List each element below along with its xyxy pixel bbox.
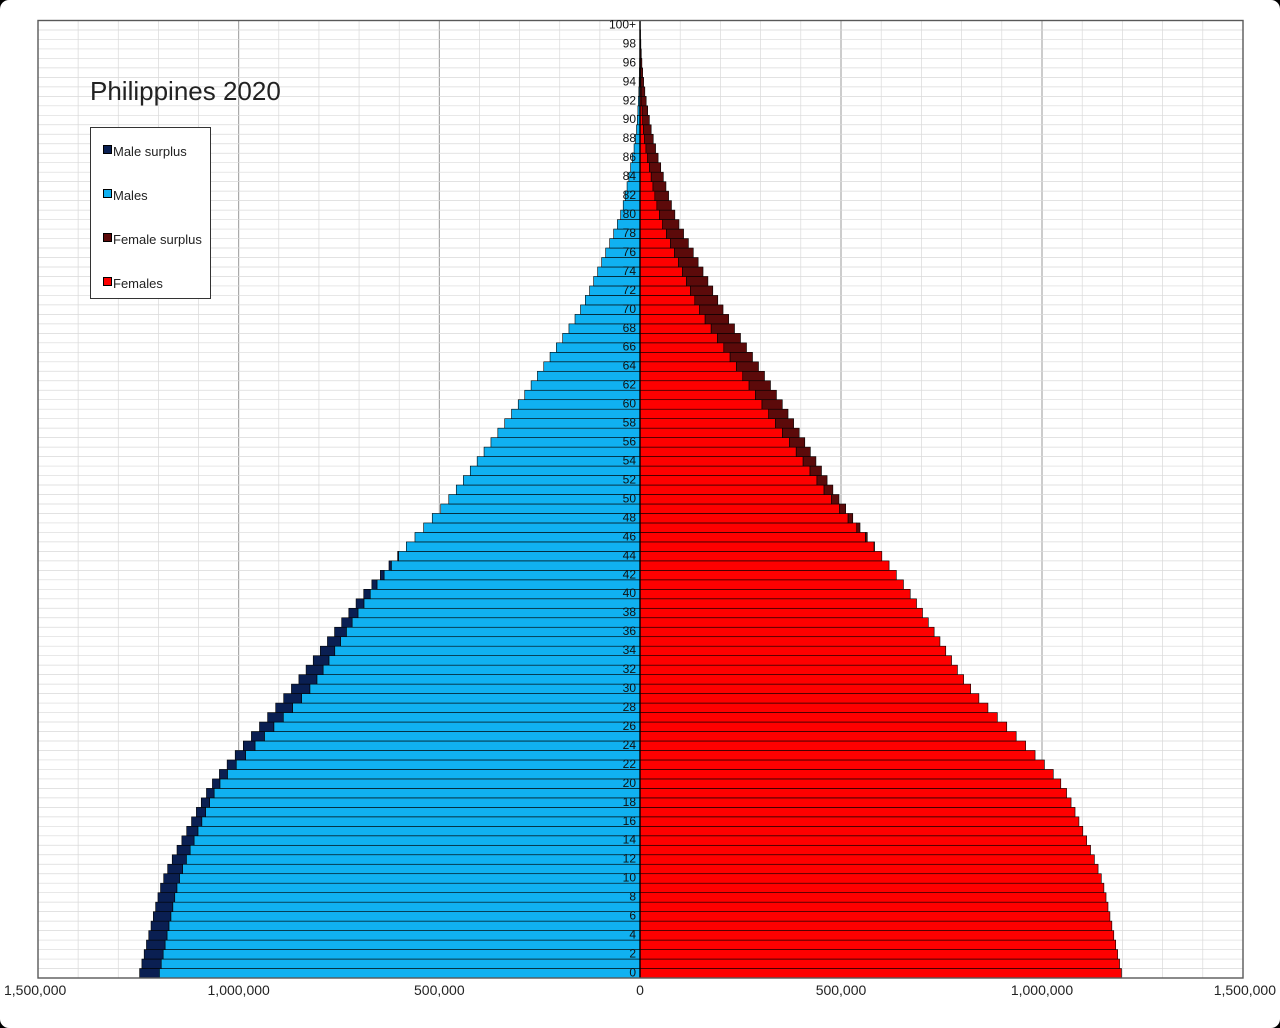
- svg-text:4: 4: [629, 928, 636, 942]
- svg-text:32: 32: [623, 662, 637, 676]
- svg-text:78: 78: [623, 226, 637, 240]
- svg-text:500,000: 500,000: [414, 982, 465, 998]
- svg-text:1,500,000: 1,500,000: [1214, 982, 1276, 998]
- svg-text:64: 64: [623, 359, 637, 373]
- svg-text:40: 40: [623, 586, 637, 600]
- svg-text:8: 8: [629, 890, 636, 904]
- svg-text:1,500,000: 1,500,000: [4, 982, 66, 998]
- svg-text:76: 76: [623, 245, 637, 259]
- svg-text:2: 2: [629, 946, 636, 960]
- svg-text:6: 6: [629, 909, 636, 923]
- svg-text:500,000: 500,000: [816, 982, 867, 998]
- svg-text:1,000,000: 1,000,000: [1011, 982, 1073, 998]
- svg-text:72: 72: [623, 283, 637, 297]
- svg-text:30: 30: [623, 681, 637, 695]
- svg-text:50: 50: [623, 491, 637, 505]
- svg-text:74: 74: [623, 264, 637, 278]
- svg-text:88: 88: [623, 131, 637, 145]
- svg-text:70: 70: [623, 302, 637, 316]
- svg-text:46: 46: [623, 529, 637, 543]
- svg-text:18: 18: [623, 795, 637, 809]
- svg-text:96: 96: [623, 55, 637, 69]
- svg-text:60: 60: [623, 397, 637, 411]
- svg-text:54: 54: [623, 454, 637, 468]
- svg-text:36: 36: [623, 624, 637, 638]
- svg-text:98: 98: [623, 36, 637, 50]
- svg-text:68: 68: [623, 321, 637, 335]
- svg-text:22: 22: [623, 757, 637, 771]
- svg-text:84: 84: [623, 169, 637, 183]
- svg-text:62: 62: [623, 378, 637, 392]
- svg-text:1,000,000: 1,000,000: [208, 982, 270, 998]
- svg-text:10: 10: [623, 871, 637, 885]
- svg-text:0: 0: [636, 982, 644, 998]
- svg-text:0: 0: [629, 965, 636, 979]
- svg-text:34: 34: [623, 643, 637, 657]
- svg-text:48: 48: [623, 510, 637, 524]
- svg-text:94: 94: [623, 74, 637, 88]
- svg-text:44: 44: [623, 548, 637, 562]
- svg-text:14: 14: [623, 833, 637, 847]
- svg-text:82: 82: [623, 188, 637, 202]
- svg-text:24: 24: [623, 738, 637, 752]
- svg-text:90: 90: [623, 112, 637, 126]
- svg-text:38: 38: [623, 605, 637, 619]
- svg-text:52: 52: [623, 472, 637, 486]
- svg-text:92: 92: [623, 93, 637, 107]
- svg-text:80: 80: [623, 207, 637, 221]
- svg-text:66: 66: [623, 340, 637, 354]
- svg-text:20: 20: [623, 776, 637, 790]
- svg-text:16: 16: [623, 814, 637, 828]
- svg-text:86: 86: [623, 150, 637, 164]
- svg-text:100+: 100+: [609, 17, 636, 31]
- svg-text:26: 26: [623, 719, 637, 733]
- svg-text:56: 56: [623, 435, 637, 449]
- svg-text:42: 42: [623, 567, 637, 581]
- svg-text:28: 28: [623, 700, 637, 714]
- svg-text:58: 58: [623, 416, 637, 430]
- svg-text:12: 12: [623, 852, 637, 866]
